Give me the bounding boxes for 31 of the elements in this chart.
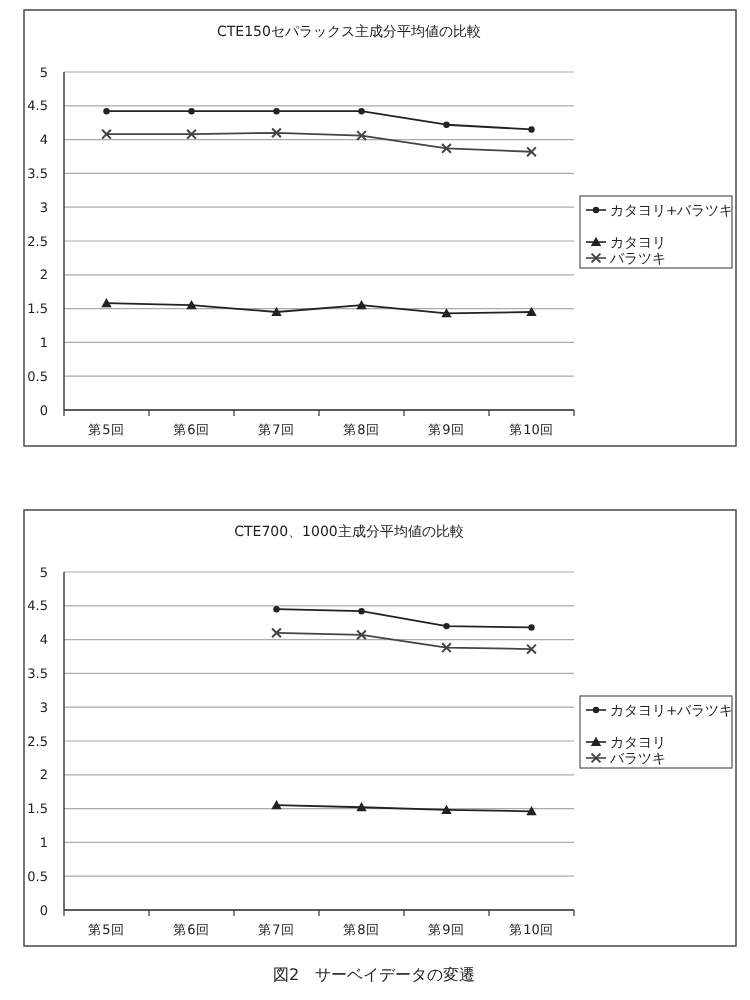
point <box>186 300 197 310</box>
point <box>526 306 537 316</box>
point <box>528 624 535 631</box>
point <box>271 127 282 139</box>
point <box>271 306 282 316</box>
point <box>441 308 452 318</box>
point <box>271 627 282 639</box>
point <box>356 130 367 141</box>
point <box>526 146 537 158</box>
point <box>526 643 537 655</box>
point <box>356 300 367 310</box>
point <box>358 608 365 615</box>
point <box>273 605 280 613</box>
point <box>441 642 452 654</box>
caption: 図2 サーベイデータの変遷 <box>272 966 476 984</box>
point <box>101 297 112 308</box>
point <box>103 108 110 115</box>
point <box>358 108 365 115</box>
point <box>101 128 112 140</box>
point <box>443 121 450 128</box>
point <box>356 629 367 641</box>
point <box>356 802 367 812</box>
point <box>443 622 450 630</box>
point <box>273 108 280 115</box>
point <box>441 804 452 814</box>
point <box>528 126 535 133</box>
point <box>186 128 197 140</box>
point <box>271 800 282 810</box>
point <box>441 142 452 154</box>
point <box>188 108 195 115</box>
point <box>526 806 537 816</box>
